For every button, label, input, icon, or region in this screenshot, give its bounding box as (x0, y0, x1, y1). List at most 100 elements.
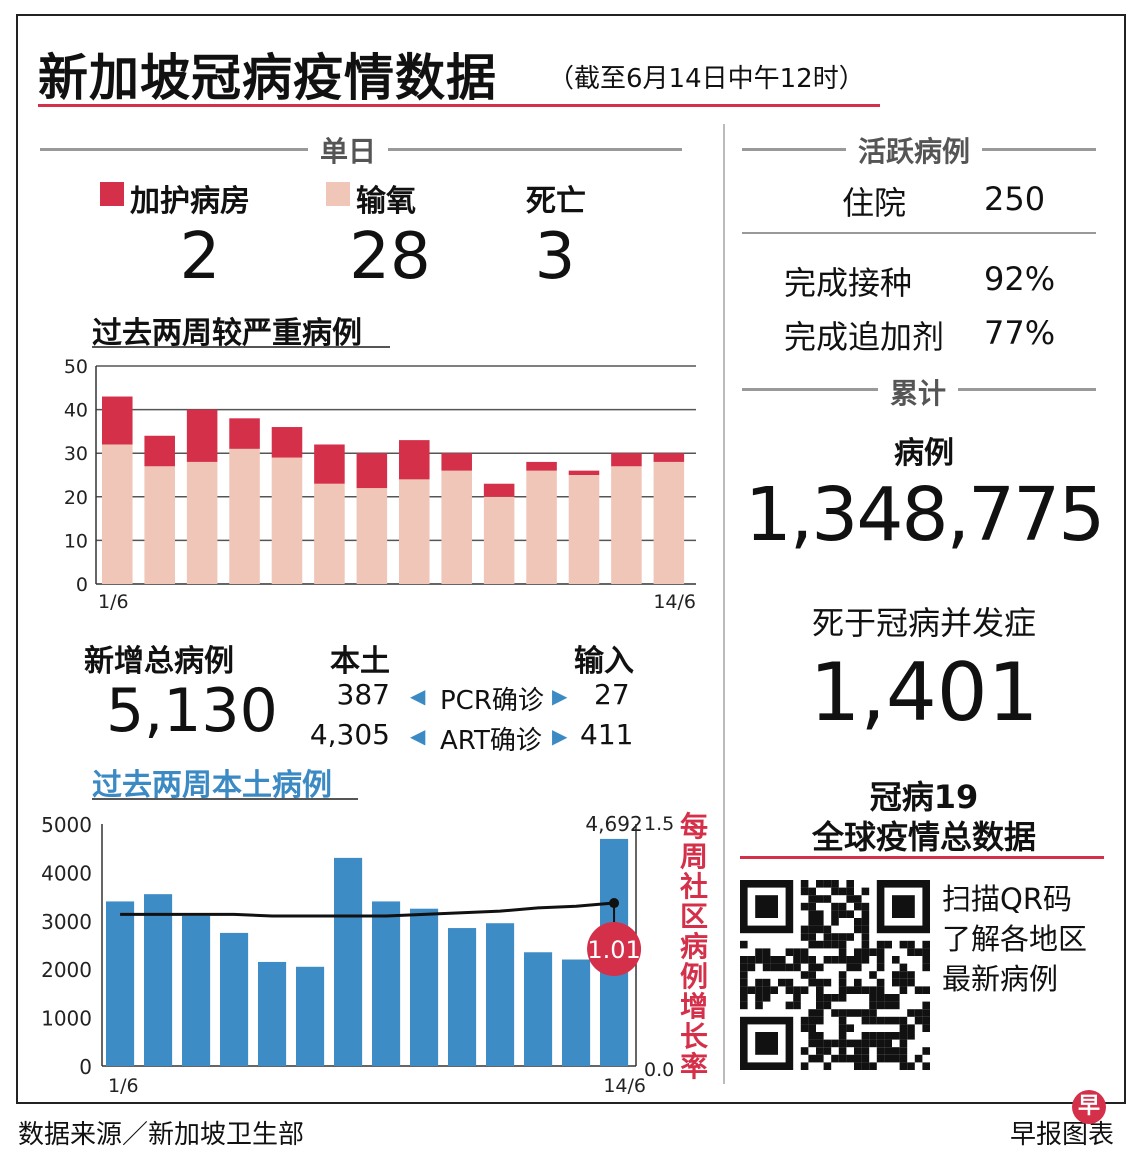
qr-module (800, 880, 809, 888)
qr-module (884, 940, 892, 949)
last-bar-value-label: 4,692 (585, 812, 642, 836)
qr-module (899, 986, 908, 994)
qr-module (823, 978, 832, 987)
qr-module (793, 986, 801, 994)
qr-module (793, 956, 801, 964)
qr-module (869, 1001, 877, 1010)
qr-module (816, 940, 824, 949)
qr-module (838, 933, 847, 941)
qr-module (914, 1054, 923, 1063)
qr-module (922, 986, 930, 994)
qr-code-icon[interactable] (740, 880, 930, 1070)
qr-module (892, 971, 900, 979)
local-case-bar (182, 915, 211, 1066)
local-case-bar (106, 901, 135, 1066)
qr-module (907, 948, 915, 956)
vaccinated-label: 完成接种 (784, 264, 913, 302)
qr-module (854, 918, 862, 926)
qr-module (922, 1009, 930, 1017)
growth-callout-label: 1.01 (587, 936, 640, 964)
qr-module (854, 1062, 862, 1070)
qr-module (816, 880, 824, 888)
qr-module (907, 1024, 915, 1032)
qr-module (869, 1009, 877, 1017)
oxygen-bar (186, 461, 218, 584)
qr-module (785, 963, 794, 972)
oxygen-bar (568, 475, 600, 584)
qr-module (755, 994, 763, 1002)
qr-module (838, 956, 847, 964)
qr-module (846, 1024, 854, 1032)
qr-module (922, 1024, 930, 1032)
qr-module (914, 1009, 923, 1017)
qr-module (785, 1001, 794, 1010)
qr-module (800, 948, 809, 956)
y2-tick-label: 0.0 (644, 1059, 674, 1081)
qr-module (808, 978, 816, 987)
qr-module (838, 971, 847, 979)
y-tick-label: 1000 (41, 1007, 92, 1031)
qr-module (770, 963, 778, 972)
oxygen-label: 输氧 (356, 184, 416, 219)
global-title-line1: 冠病19 (869, 778, 979, 816)
hospital-label: 住院 (842, 184, 907, 222)
qr-module (747, 963, 756, 972)
title-rule (38, 104, 880, 107)
qr-module (838, 1047, 847, 1055)
qr-module (907, 1032, 915, 1040)
qr-module (823, 895, 832, 903)
icu-label: 加护病房 (130, 184, 250, 219)
qr-module (876, 1016, 885, 1025)
qr-module (922, 956, 930, 964)
qr-module (762, 986, 771, 994)
x-start-label: 1/6 (98, 591, 129, 613)
qr-module (876, 1001, 885, 1010)
qr-module (800, 986, 809, 994)
booster-label: 完成追加剂 (784, 318, 945, 356)
local-case-bar (334, 857, 363, 1066)
qr-module (884, 1001, 892, 1010)
qr-module (823, 994, 832, 1002)
qr-module (869, 986, 877, 994)
qr-finder (755, 1032, 778, 1055)
qr-module (816, 1047, 824, 1055)
qr-module (876, 963, 885, 972)
death-label: 死亡 (526, 184, 586, 219)
local-chart-title: 过去两周本土病例 (92, 768, 332, 803)
qr-module (869, 994, 877, 1002)
local-case-bar (524, 952, 553, 1066)
qr-text-line2: 了解各地区 (942, 922, 1088, 956)
local-case-bar (144, 894, 173, 1066)
qr-module (740, 971, 748, 979)
local-case-bar (486, 923, 515, 1066)
qr-module (861, 1039, 870, 1048)
qr-module (876, 994, 885, 1002)
oxygen-bar (653, 461, 685, 584)
qr-module (762, 948, 771, 956)
qr-module (846, 1039, 854, 1048)
qr-module (846, 895, 854, 903)
qr-module (914, 1016, 923, 1025)
qr-module (907, 1009, 915, 1017)
qr-module (846, 933, 854, 941)
icu-bar (102, 396, 133, 445)
qr-module (831, 940, 839, 949)
qr-module (846, 910, 854, 918)
qr-module (831, 933, 839, 941)
qr-module (869, 971, 877, 979)
qr-module (869, 948, 877, 956)
qr-module (823, 933, 832, 941)
oxygen-bar (102, 444, 133, 584)
icu-bar (483, 483, 515, 497)
qr-module (778, 978, 786, 987)
y-tick-label: 0 (79, 1055, 92, 1079)
qr-module (762, 963, 771, 972)
qr-module (838, 1039, 847, 1048)
qr-module (793, 948, 801, 956)
qr-module (823, 880, 832, 888)
qr-module (838, 948, 847, 956)
qr-module (808, 1032, 816, 1040)
qr-module (808, 971, 816, 979)
qr-module (922, 963, 930, 972)
